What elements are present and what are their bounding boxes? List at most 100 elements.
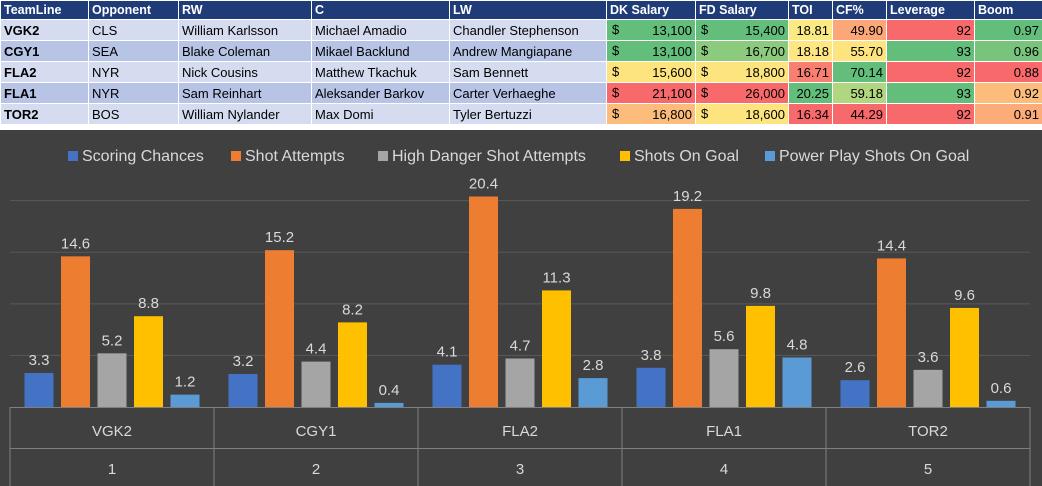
col-header-toi: TOI	[788, 0, 833, 20]
cell-lw: Chandler Stephenson	[449, 19, 607, 41]
cell-fd-salary: $18,800	[695, 61, 789, 83]
data-label: 11.3	[542, 269, 570, 286]
table-row: CGY1 SEA Blake Coleman Mikael Backlund A…	[0, 40, 1042, 62]
cell-cf: 59.18	[832, 82, 887, 104]
cell-leverage: 92	[886, 19, 975, 41]
cell-cf: 70.14	[832, 61, 887, 83]
cell-fd-salary: $16,700	[695, 40, 789, 62]
cell-fd-salary: $15,400	[695, 19, 789, 41]
cell-lw: Sam Bennett	[449, 61, 607, 83]
bar	[338, 322, 367, 407]
cell-fd-salary: $18,600	[695, 103, 789, 125]
cell-leverage: 93	[886, 40, 975, 62]
fd-salary-value: 26,000	[745, 85, 785, 101]
cell-toi: 16.34	[788, 103, 833, 125]
col-header-cf: CF%	[832, 0, 887, 20]
col-header-leverage: Leverage	[886, 0, 975, 20]
currency-symbol: $	[701, 22, 709, 37]
col-header-opponent: Opponent	[88, 0, 179, 20]
cell-opponent: NYR	[88, 61, 179, 83]
bar	[840, 380, 870, 407]
col-header-lw: LW	[449, 0, 607, 20]
cell-dk-salary: $21,100	[606, 82, 696, 104]
bar	[432, 364, 462, 407]
cell-rw: Blake Coleman	[178, 40, 312, 62]
col-header-c: C	[311, 0, 450, 20]
fd-salary-value: 16,700	[745, 43, 785, 59]
legend-label: Shot Attempts	[245, 148, 345, 165]
cell-boom: 0.92	[974, 82, 1042, 104]
cell-teamline: TOR2	[0, 103, 89, 125]
category-team-label: FLA1	[706, 423, 742, 440]
cell-rw: Sam Reinhart	[178, 82, 312, 104]
bar	[469, 196, 498, 407]
dk-salary-value: 15,600	[652, 64, 692, 80]
category-rank-label: 1	[108, 461, 116, 478]
col-header-boom: Boom	[974, 0, 1042, 20]
dk-salary-value: 16,800	[652, 106, 692, 122]
cell-dk-salary: $16,800	[606, 103, 696, 125]
data-label: 20.4	[469, 176, 498, 193]
data-label: 3.6	[918, 349, 939, 366]
category-rank-label: 5	[924, 461, 932, 478]
cell-dk-salary: $13,100	[606, 40, 696, 62]
cell-rw: William Karlsson	[178, 19, 312, 41]
bar	[61, 256, 90, 407]
table-row: VGK2 CLS William Karlsson Michael Amadio…	[0, 19, 1042, 41]
legend-swatch	[765, 151, 775, 161]
dk-salary-value: 21,100	[652, 85, 692, 101]
cell-boom: 0.88	[974, 61, 1042, 83]
cell-c: Michael Amadio	[311, 19, 450, 41]
bar	[97, 353, 127, 407]
cell-teamline: FLA2	[0, 61, 89, 83]
col-header-teamline: TeamLine	[0, 0, 89, 20]
fd-salary-value: 15,400	[745, 22, 785, 38]
cell-toi: 16.71	[788, 61, 833, 83]
lineup-table: TeamLine Opponent RW C LW DK Salary FD S…	[0, 0, 1042, 125]
col-header-fd-salary: FD Salary	[695, 0, 789, 20]
cell-lw: Andrew Mangiapane	[449, 40, 607, 62]
data-label: 1.2	[175, 374, 196, 391]
cell-opponent: NYR	[88, 82, 179, 104]
bar	[950, 307, 979, 407]
col-header-rw: RW	[178, 0, 312, 20]
cell-cf: 44.29	[832, 103, 887, 125]
category-rank-label: 3	[516, 461, 524, 478]
bar	[636, 367, 666, 407]
data-label: 14.4	[877, 237, 906, 254]
table-row: TOR2 BOS William Nylander Max Domi Tyler…	[0, 103, 1042, 125]
fd-salary-value: 18,600	[745, 106, 785, 122]
category-rank-label: 2	[312, 461, 320, 478]
currency-symbol: $	[701, 43, 709, 58]
data-label: 8.2	[342, 301, 363, 318]
legend-swatch	[68, 151, 78, 161]
legend-swatch	[231, 151, 241, 161]
bar-chart: Scoring Chances Shot Attempts High Danger …	[0, 130, 1042, 486]
legend-label: High Danger Shot Attempts	[392, 148, 586, 165]
data-label: 3.8	[641, 347, 662, 364]
col-header-dk-salary: DK Salary	[606, 0, 696, 20]
table-row: FLA2 NYR Nick Cousins Matthew Tkachuk Sa…	[0, 61, 1042, 83]
bar	[986, 400, 1016, 407]
bar	[913, 369, 943, 407]
cell-toi: 20.25	[788, 82, 833, 104]
data-label: 14.6	[61, 235, 90, 252]
data-label: 3.2	[233, 353, 254, 370]
cell-leverage: 92	[886, 61, 975, 83]
legend-swatch	[620, 151, 630, 161]
currency-symbol: $	[701, 64, 709, 79]
cell-cf: 55.70	[832, 40, 887, 62]
cell-cf: 49.90	[832, 19, 887, 41]
cell-opponent: BOS	[88, 103, 179, 125]
legend-label: Scoring Chances	[82, 148, 204, 165]
cell-fd-salary: $26,000	[695, 82, 789, 104]
data-label: 19.2	[673, 188, 702, 205]
cell-boom: 0.96	[974, 40, 1042, 62]
dk-salary-value: 13,100	[652, 22, 692, 38]
currency-symbol: $	[612, 43, 620, 58]
category-team-label: CGY1	[296, 423, 337, 440]
data-label: 8.8	[138, 295, 159, 312]
cell-opponent: SEA	[88, 40, 179, 62]
table-row: FLA1 NYR Sam Reinhart Aleksander Barkov …	[0, 82, 1042, 104]
bar	[578, 378, 608, 407]
